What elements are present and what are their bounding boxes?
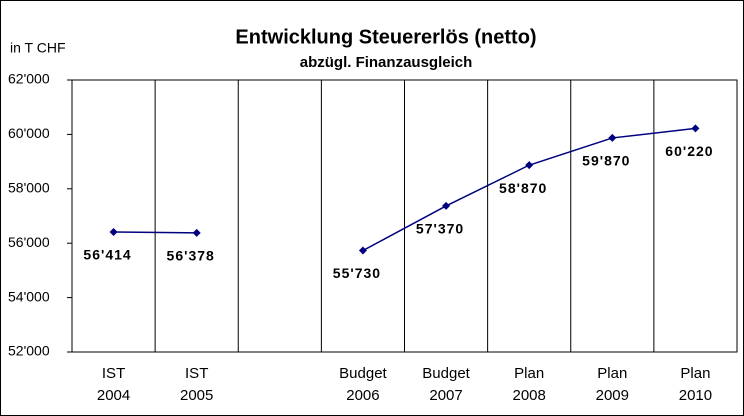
data-point — [691, 124, 700, 133]
x-tick-label: Plan — [680, 365, 710, 382]
data-label: 56'378 — [167, 248, 215, 264]
x-tick-label: IST — [102, 365, 125, 382]
data-label: 56'414 — [83, 247, 131, 263]
chart-title: Entwicklung Steuererlös (netto) — [235, 26, 536, 48]
data-label: 60'220 — [665, 143, 713, 159]
y-tick-label: 56'000 — [8, 234, 50, 250]
y-tick-label: 52'000 — [8, 343, 50, 359]
y-tick-label: 58'000 — [8, 180, 50, 196]
data-label: 58'870 — [499, 180, 547, 196]
x-tick-label: 2007 — [429, 387, 462, 404]
data-label: 55'730 — [333, 265, 381, 281]
data-point — [358, 246, 367, 255]
x-tick-label: 2008 — [513, 387, 546, 404]
x-tick-label: 2006 — [346, 387, 379, 404]
data-label: 59'870 — [582, 153, 630, 169]
x-tick-label: IST — [185, 365, 208, 382]
data-point — [442, 201, 451, 210]
x-tick-label: Plan — [514, 365, 544, 382]
data-point — [525, 161, 534, 170]
data-point — [192, 228, 201, 237]
y-tick-label: 60'000 — [8, 125, 50, 141]
x-tick-label: Budget — [422, 365, 470, 382]
x-tick-label: 2004 — [97, 387, 130, 404]
data-point — [608, 133, 617, 142]
data-label: 57'370 — [416, 221, 464, 237]
x-tick-label: Plan — [597, 365, 627, 382]
y-axis-label: in T CHF — [10, 40, 66, 56]
y-tick-label: 62'000 — [8, 71, 50, 87]
x-tick-label: 2009 — [596, 387, 629, 404]
series-line — [113, 231, 197, 234]
x-tick-label: Budget — [339, 365, 387, 382]
x-tick-label: 2005 — [180, 387, 213, 404]
chart-subtitle: abzügl. Finanzausgleich — [300, 54, 473, 71]
x-tick-label: 2010 — [679, 387, 712, 404]
y-tick-label: 54'000 — [8, 288, 50, 304]
data-point — [109, 227, 118, 236]
